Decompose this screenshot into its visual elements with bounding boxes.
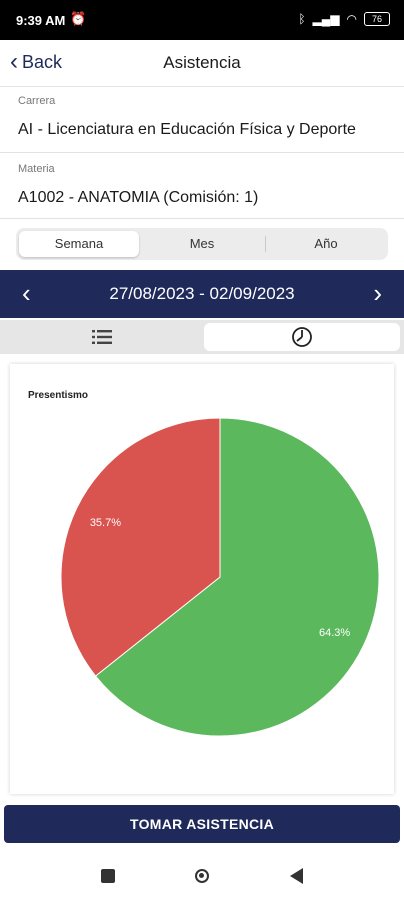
home-circle-icon xyxy=(195,869,209,883)
tab-ano[interactable]: Año xyxy=(314,236,338,251)
materia-field: Materia A1002 - ANATOMIA (Comisión: 1) xyxy=(0,152,404,219)
materia-value: A1002 - ANATOMIA (Comisión: 1) xyxy=(18,189,259,206)
battery-icon: 76 xyxy=(364,12,390,26)
attendance-chart-card: Presentismo 64.3% 35.7% xyxy=(10,364,394,794)
triangle-back-icon xyxy=(289,868,303,884)
chart-view-button[interactable] xyxy=(204,323,400,351)
carrera-value: AI - Licenciatura en Educación Física y … xyxy=(18,121,356,138)
presentismo-pie-chart: 64.3% 35.7% xyxy=(60,417,380,737)
list-view-button[interactable] xyxy=(4,323,200,351)
chevron-left-icon: ‹ xyxy=(10,48,18,75)
pie-slice-1 xyxy=(60,417,221,677)
home-button[interactable] xyxy=(192,866,212,886)
chart-title: Presentismo xyxy=(28,390,89,401)
materia-label: Materia xyxy=(18,163,55,175)
carrera-label: Carrera xyxy=(18,95,56,107)
square-icon xyxy=(101,869,115,883)
date-range-bar: ‹ 27/08/2023 - 02/09/2023 › xyxy=(0,270,404,318)
back-label: Back xyxy=(22,51,63,72)
page-title: Asistencia xyxy=(163,53,241,72)
bluetooth-icon: ᛒ xyxy=(298,12,306,26)
alarm-clock-icon: ⏰ xyxy=(70,11,87,26)
tab-semana[interactable]: Semana xyxy=(19,231,139,257)
next-week-button[interactable]: › xyxy=(373,278,382,308)
recent-apps-button[interactable] xyxy=(98,866,118,886)
period-segmented-control: Semana Mes Año xyxy=(16,228,388,260)
system-nav-bar xyxy=(0,852,404,900)
status-bar: 9:39 AM ⏰ ᛒ ▂▄▆ ◠ 76 xyxy=(0,0,404,40)
signal-icon: ▂▄▆ xyxy=(312,12,340,26)
list-icon xyxy=(92,330,112,344)
status-icons: ᛒ ▂▄▆ ◠ 76 xyxy=(298,12,390,26)
back-button[interactable]: ‹ Back xyxy=(10,50,62,74)
clock-chart-icon xyxy=(292,327,312,347)
segment-divider xyxy=(265,236,266,252)
wifi-icon: ◠ xyxy=(346,12,357,26)
tab-mes[interactable]: Mes xyxy=(189,236,215,251)
previous-week-button[interactable]: ‹ xyxy=(22,278,31,308)
pie-slice-0 xyxy=(94,417,380,737)
tomar-asistencia-button[interactable]: TOMAR ASISTENCIA xyxy=(4,805,400,843)
status-time: 9:39 AM xyxy=(16,13,66,28)
view-toggle xyxy=(0,320,404,354)
app-header: ‹ Back Asistencia xyxy=(0,40,404,87)
date-range-label: 27/08/2023 - 02/09/2023 xyxy=(109,284,295,303)
pie-slice-label-1: 35.7% xyxy=(90,517,121,529)
system-back-button[interactable] xyxy=(286,866,306,886)
pie-slice-label-0: 64.3% xyxy=(319,627,350,639)
carrera-field: Carrera AI - Licenciatura en Educación F… xyxy=(0,86,404,153)
